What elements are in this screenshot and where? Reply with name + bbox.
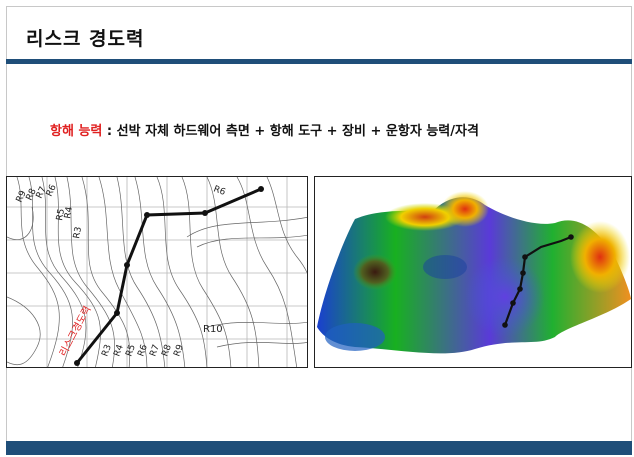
label-r8: R8 (25, 187, 39, 202)
title-underline-bar (6, 59, 632, 64)
label-r4-bottom: R4 (112, 343, 126, 358)
subtitle-rest: : 선박 자체 하드웨어 측면 + 항해 도구 + 장비 + 운항자 능력/자격 (102, 124, 479, 139)
waypoint (510, 300, 516, 306)
surface-shadow (423, 255, 467, 279)
label-r6-bottom: R6 (136, 343, 150, 358)
label-r10: R10 (203, 324, 223, 335)
waypoint (74, 360, 80, 366)
contour-labels: R9 R8 R7 R6 R5 R4 R3 R6 R3 R4 R5 R6 R7 R… (15, 183, 227, 358)
label-r3-upper: R3 (72, 226, 84, 240)
waypoint (517, 286, 523, 292)
label-r8-bottom: R8 (160, 343, 174, 358)
waypoint (258, 186, 264, 192)
contour-map: R9 R8 R7 R6 R5 R4 R3 R6 R3 R4 R5 R6 R7 R… (7, 177, 307, 367)
waypoint (520, 270, 526, 276)
waypoint (568, 234, 574, 240)
surface-peak (570, 221, 630, 293)
slide-subtitle: 항해 능력 : 선박 자체 하드웨어 측면 + 항해 도구 + 장비 + 운항자… (50, 120, 479, 139)
label-r6-top: R6 (45, 183, 59, 198)
subtitle-highlight: 항해 능력 (50, 124, 103, 139)
surface-shadow (325, 323, 385, 351)
surface-route-waypoints (502, 234, 574, 328)
route-line (75, 187, 262, 364)
label-r3-bottom: R3 (100, 343, 113, 358)
map-grid (7, 177, 307, 367)
label-r4: R4 (63, 206, 75, 220)
label-r7: R7 (35, 185, 49, 200)
waypoint (144, 212, 150, 218)
waypoint (124, 262, 130, 268)
surface-valley (465, 257, 545, 337)
label-r9-bottom: R9 (172, 343, 186, 358)
footer-bar (6, 441, 632, 455)
label-r7-bottom: R7 (148, 343, 161, 358)
waypoint (522, 254, 528, 260)
label-r6-right: R6 (212, 184, 227, 198)
route-waypoints (74, 186, 264, 366)
waypoint (202, 210, 208, 216)
terrain-surface-icon (317, 191, 631, 354)
waypoint (502, 322, 508, 328)
contour-map-panel: R9 R8 R7 R6 R5 R4 R3 R6 R3 R4 R5 R6 R7 R… (6, 176, 308, 368)
waypoint (114, 310, 120, 316)
label-r5: R5 (55, 208, 67, 222)
slide-title: 리스크 경도력 (26, 28, 145, 50)
surface-plot-panel (314, 176, 632, 368)
surface-pit (353, 254, 397, 290)
surface-peak (441, 191, 489, 227)
label-r5-bottom: R5 (124, 343, 137, 358)
label-r9: R9 (15, 189, 29, 204)
